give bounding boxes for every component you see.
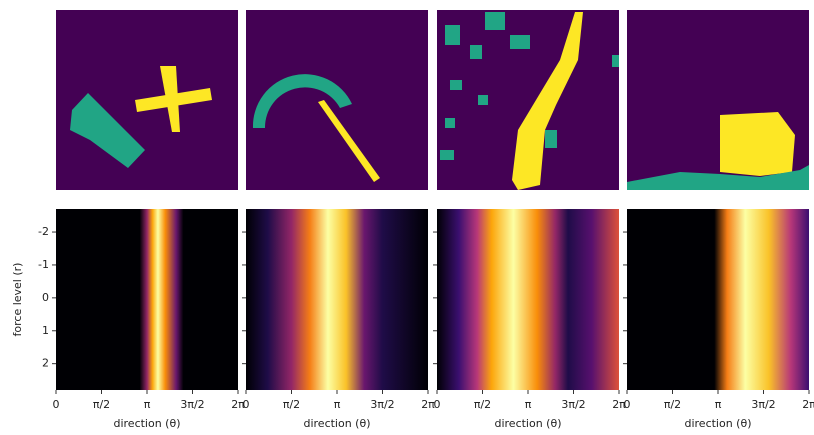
x-tick-label: π	[715, 398, 722, 411]
x-tick-label: 2π	[802, 398, 814, 411]
mask-image	[437, 10, 619, 190]
y-tick-label: 2	[42, 357, 49, 370]
x-tick-label: 0	[624, 398, 631, 411]
x-axis-label: direction (θ)	[303, 417, 370, 430]
x-tick-label: π	[144, 398, 151, 411]
heatmap	[246, 209, 428, 390]
x-tick-label: 3π/2	[561, 398, 585, 411]
x-tick-label: 3π/2	[370, 398, 394, 411]
x-tick-label: 0	[243, 398, 250, 411]
x-tick-label: 0	[53, 398, 60, 411]
mask-image	[627, 10, 809, 190]
x-tick-label: π	[525, 398, 532, 411]
x-tick-label: π/2	[474, 398, 491, 411]
y-tick-label: -1	[38, 258, 49, 271]
figure: 0 π/2 π 3π/2 2π -2 -1 0 1 2 direction (θ) force lev…	[0, 0, 814, 435]
heatmaps: 0 π/2 π 3π/2 2π -2 -1 0 1 2 direction (θ) force lev…	[11, 209, 814, 430]
x-tick-label: π/2	[93, 398, 110, 411]
y-tick-label: 0	[42, 291, 49, 304]
x-tick-label: π/2	[664, 398, 681, 411]
x-tick-label: 3π/2	[180, 398, 204, 411]
y-tick-label: -2	[38, 225, 49, 238]
x-tick-label: 3π/2	[751, 398, 775, 411]
y-axis-label: force level (r)	[11, 263, 24, 337]
heatmap	[437, 209, 619, 390]
mask-image	[246, 10, 428, 190]
x-tick-label: π/2	[283, 398, 300, 411]
y-tick-label: 1	[42, 324, 49, 337]
x-tick-label: 0	[434, 398, 441, 411]
x-tick-label: π	[334, 398, 341, 411]
x-axis-label: direction (θ)	[684, 417, 751, 430]
x-axis-label: direction (θ)	[494, 417, 561, 430]
heatmap	[56, 209, 238, 390]
heatmap	[627, 209, 809, 390]
mask-image	[56, 10, 238, 190]
x-axis-label: direction (θ)	[113, 417, 180, 430]
